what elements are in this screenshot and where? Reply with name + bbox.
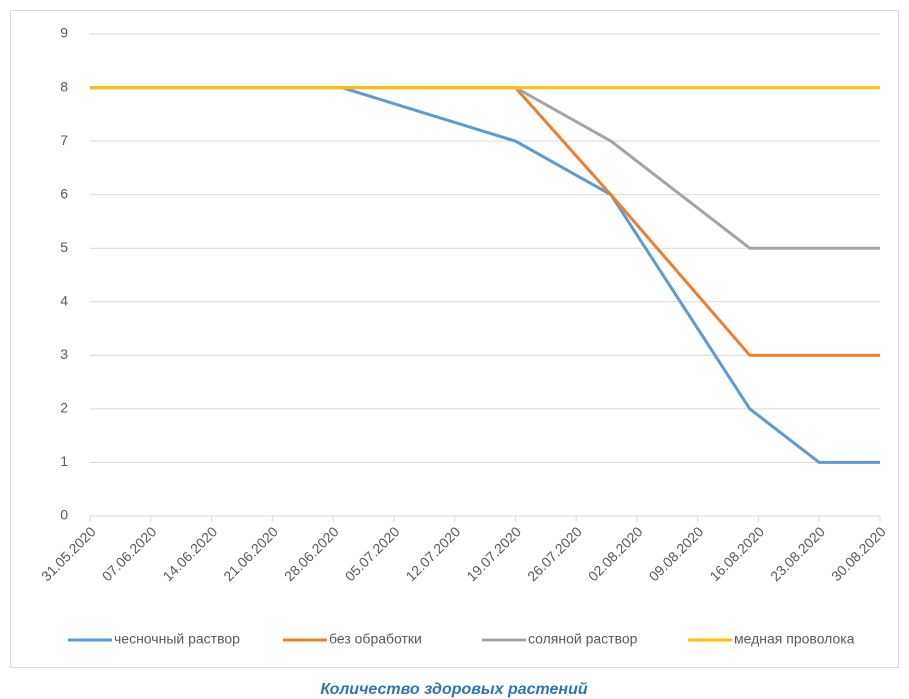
y-tick-label: 4	[60, 292, 68, 308]
y-tick-label: 7	[60, 132, 68, 148]
legend-label: без обработки	[329, 631, 422, 647]
y-tick-label: 9	[60, 25, 68, 41]
chart-title: Количество здоровых растений	[320, 681, 588, 698]
y-tick-label: 1	[60, 453, 68, 469]
chart-frame	[10, 10, 899, 668]
legend-label: соляной раствор	[528, 631, 638, 647]
y-tick-label: 8	[60, 78, 68, 94]
y-tick-label: 5	[60, 239, 68, 255]
legend-label: чесночный раствор	[114, 631, 240, 647]
y-tick-label: 2	[60, 400, 68, 416]
legend-label: медная проволока	[734, 631, 855, 647]
y-tick-label: 0	[60, 507, 68, 523]
y-tick-label: 3	[60, 346, 68, 362]
y-tick-label: 6	[60, 185, 68, 201]
